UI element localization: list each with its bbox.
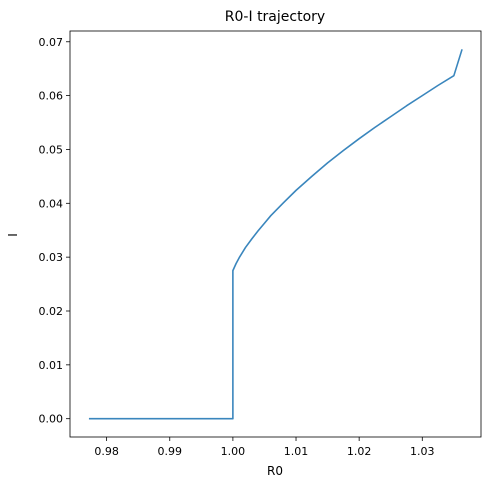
axes: 0.98 0.99 1.00 1.01 1.02 1.03 0.00 0.01 0.02 0.03… bbox=[39, 30, 482, 458]
y-tick-label: 0.00 bbox=[39, 413, 64, 426]
y-tick-label: 0.01 bbox=[39, 359, 64, 372]
x-tick-label: 1.03 bbox=[410, 445, 435, 458]
y-tick-label: 0.07 bbox=[39, 36, 64, 49]
y-tick-label: 0.02 bbox=[39, 305, 64, 318]
chart-title: R0-I trajectory bbox=[225, 9, 325, 25]
y-tick-label: 0.04 bbox=[39, 197, 64, 210]
y-tick-label: 0.06 bbox=[39, 90, 64, 103]
y-tick-label: 0.05 bbox=[39, 143, 64, 156]
plot-area bbox=[88, 49, 463, 420]
y-tick-label: 0.03 bbox=[39, 251, 64, 264]
x-tick-label: 0.99 bbox=[158, 445, 183, 458]
x-tick-label: 0.98 bbox=[94, 445, 119, 458]
x-tick-label: 1.01 bbox=[284, 445, 309, 458]
x-tick-label: 1.00 bbox=[221, 445, 246, 458]
series-line-0 bbox=[88, 49, 463, 420]
x-axis-title: R0 bbox=[267, 464, 283, 478]
plot-frame bbox=[69, 30, 482, 438]
y-axis-title: I bbox=[6, 233, 20, 237]
x-tick-label: 1.02 bbox=[347, 445, 372, 458]
